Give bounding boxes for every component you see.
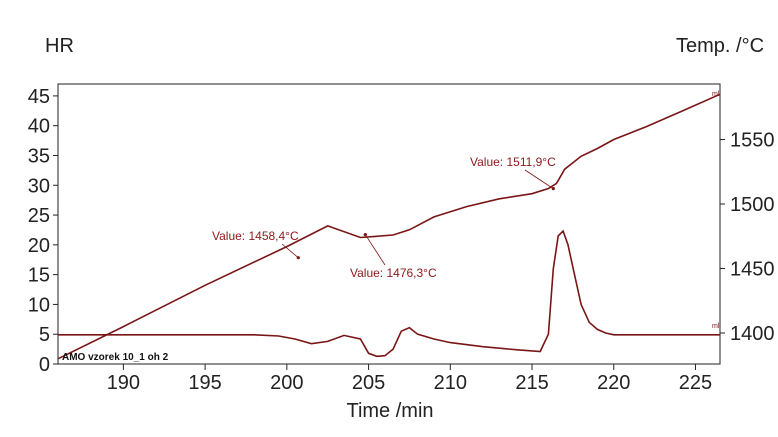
x-tick-label: 215 [515,372,548,394]
left-y-tick-label: 40 [28,116,50,138]
value-annotation-label: Value: 1476,3°C [350,266,437,280]
x-tick-label: 210 [434,372,467,394]
right-y-axis: 1400 1450 1500 1550 [720,129,775,345]
plot-frame [57,83,721,365]
left-y-tick-label: 5 [39,324,50,346]
x-tick-label: 190 [107,372,140,394]
left-y-tick-label: 0 [39,354,50,376]
temp-series-end-marker: ml [712,91,720,98]
left-y-tick-label: 35 [28,145,50,167]
right-y-tick-label: 1400 [730,323,775,345]
right-y-tick-label: 1450 [730,259,775,281]
left-y-axis: 0 5 10 15 20 25 30 35 40 45 [28,86,58,376]
left-axis-title: HR [45,35,74,57]
hr-series-line [58,229,720,358]
annotation-leader-line [364,234,386,266]
left-y-tick-label: 25 [28,205,50,227]
temperature-series-line [57,93,721,360]
annotation-leader-line [281,243,299,258]
x-tick-label: 205 [352,372,385,394]
series-layer [57,93,721,360]
left-y-tick-label: 15 [28,265,50,287]
annotation-layer: Value: 1458,4°C Value: 1476,3°C Value: 151… [212,155,556,280]
left-y-tick-label: 30 [28,175,50,197]
value-annotation-label: Value: 1511,9°C [470,155,556,169]
x-axis: 190 195 200 205 210 215 220 225 [107,364,712,394]
x-tick-label: 195 [188,372,221,394]
value-annotation-label: Value: 1458,4°C [212,229,299,243]
x-tick-label: 200 [270,372,303,394]
annotation-point [551,187,555,191]
annotation-point [363,232,367,237]
right-y-tick-label: 1550 [730,129,775,151]
hr-series-end-marker: ml [712,323,720,330]
x-tick-label: 225 [679,372,712,394]
annotation-point [296,256,300,260]
sample-label: AMO vzorek 10_1 oh 2 [62,352,169,363]
left-y-tick-label: 45 [28,86,50,108]
x-tick-label: 220 [597,372,630,394]
left-y-tick-label: 10 [28,294,50,316]
annotation-leader-line [524,169,554,189]
left-y-tick-label: 20 [28,235,50,257]
x-axis-title: Time /min [346,400,433,422]
right-axis-title: Temp. /°C [676,35,764,57]
right-y-tick-label: 1500 [730,194,775,216]
